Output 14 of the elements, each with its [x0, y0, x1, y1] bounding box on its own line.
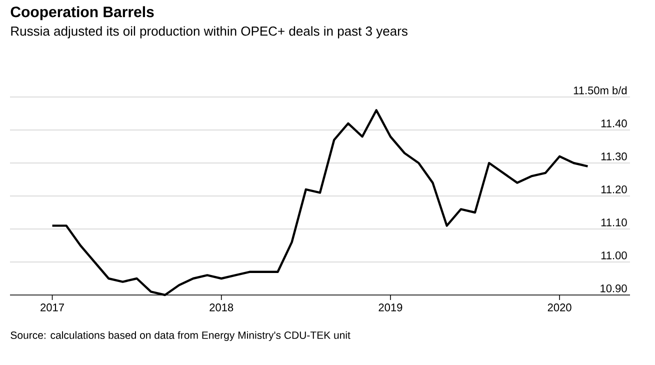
- y-tick-label: 11.00: [601, 252, 627, 260]
- x-tick-label: 2019: [378, 304, 402, 312]
- x-tick-label: 2017: [40, 304, 64, 312]
- source-note: Source: calculations based on data from Energy Ministry's CDU-TEK unit: [10, 331, 350, 341]
- x-tick-label: 2018: [210, 304, 234, 312]
- y-tick-label: 10.90: [600, 284, 627, 292]
- x-tick-label: 2020: [548, 304, 572, 312]
- y-tick-label: 11.10: [601, 218, 627, 226]
- y-tick-label: 11.30: [601, 152, 627, 160]
- y-tick-label: 11.20: [601, 186, 627, 194]
- chart-subtitle: Russia adjusted its oil production within OPEC+ deals in past 3 years: [11, 26, 408, 38]
- y-tick-label: 11.50m b/d: [574, 86, 627, 94]
- chart-title: Cooperation Barrels: [10, 6, 154, 20]
- y-tick-label: 11.40: [601, 120, 627, 128]
